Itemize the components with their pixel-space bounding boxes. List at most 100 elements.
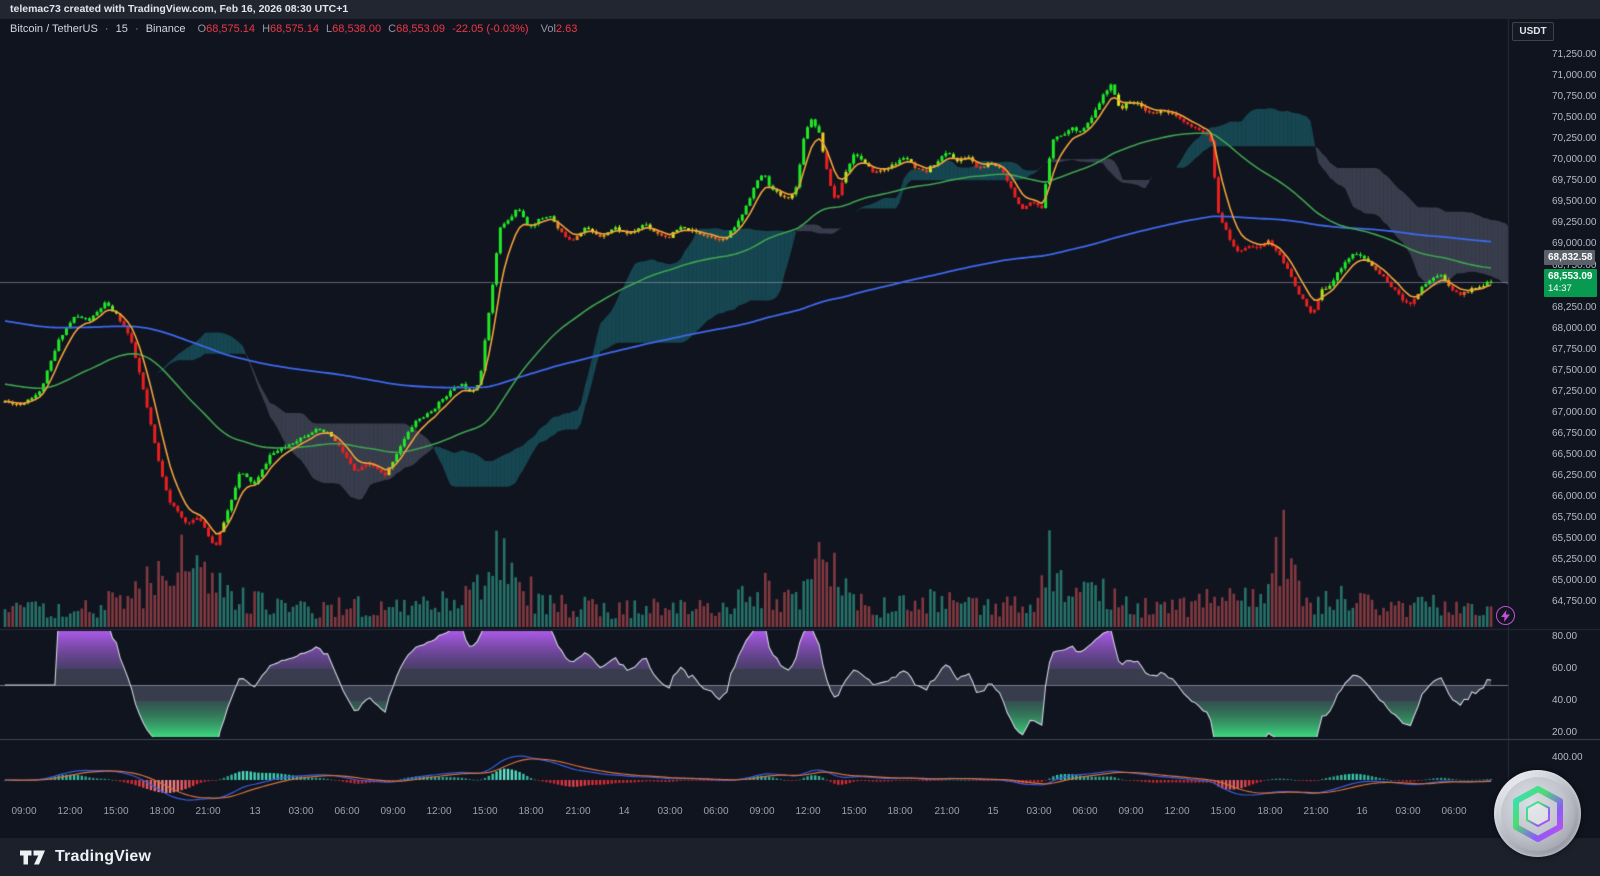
axis-tick-label: 70,000.00 xyxy=(1552,154,1597,165)
time-tick-label: 09:00 xyxy=(380,806,406,817)
time-tick-label: 12:00 xyxy=(57,806,83,817)
last-price-badge: 68,553.09 14:37 xyxy=(1544,269,1597,297)
symbol-interval[interactable]: 15 xyxy=(115,23,128,35)
axis-tick-label: 68,000.00 xyxy=(1552,323,1597,334)
axis-tick-label: 69,500.00 xyxy=(1552,196,1597,207)
boost-lightning-button[interactable] xyxy=(1496,606,1515,625)
time-tick-label: 18:00 xyxy=(887,806,913,817)
coin-logo-face xyxy=(1500,776,1575,851)
time-tick-label: 03:00 xyxy=(1026,806,1052,817)
candle-countdown: 14:37 xyxy=(1548,283,1572,294)
time-tick-label: 15 xyxy=(987,806,999,817)
time-tick-label: 15:00 xyxy=(841,806,867,817)
axis-tick-label: 66,750.00 xyxy=(1552,428,1597,439)
axis-tick-label: 70,250.00 xyxy=(1552,133,1597,144)
axis-tick-label: 65,000.00 xyxy=(1552,575,1597,586)
axis-tick-label: 67,750.00 xyxy=(1552,344,1597,355)
time-tick-label: 06:00 xyxy=(703,806,729,817)
axis-tick-label: 67,250.00 xyxy=(1552,386,1597,397)
axis-tick-label: 69,750.00 xyxy=(1552,175,1597,186)
axis-tick-label: 60.00 xyxy=(1552,663,1578,674)
axis-tick-label: 71,250.00 xyxy=(1552,49,1597,60)
axis-tick-label: 68,750.00 xyxy=(1552,260,1597,271)
low-label: L xyxy=(326,23,333,35)
axis-tick-label: 80.00 xyxy=(1552,631,1578,642)
time-axis[interactable]: 09:00 12:00 15:00 18:00 21:00 13 03:00 06:00 09:… xyxy=(0,802,1508,828)
axis-tick-label: 67,500.00 xyxy=(1552,365,1597,376)
open-label: O xyxy=(197,23,207,35)
axis-tick-label: 40.00 xyxy=(1552,695,1578,706)
time-tick-label: 21:00 xyxy=(565,806,591,817)
symbol-pair[interactable]: Bitcoin / TetherUS xyxy=(10,23,98,35)
symbol-info-bar[interactable]: Bitcoin / TetherUS · 15 · Binance O68,57… xyxy=(10,23,577,35)
currency-toggle-button[interactable]: USDT xyxy=(1512,22,1554,41)
time-tick-label: 06:00 xyxy=(1072,806,1098,817)
symbol-exchange: Binance xyxy=(145,23,186,35)
chart-canvas[interactable] xyxy=(0,0,1600,838)
time-tick-label: 13 xyxy=(249,806,261,817)
footer-bar: TradingView xyxy=(0,838,1600,876)
tradingview-logo[interactable]: TradingView xyxy=(20,848,151,866)
axis-tick-label: 64,750.00 xyxy=(1552,596,1597,607)
time-tick-label: 12:00 xyxy=(795,806,821,817)
time-tick-label: 21:00 xyxy=(934,806,960,817)
axis-tick-label: 69,250.00 xyxy=(1552,217,1597,228)
time-tick-label: 09:00 xyxy=(1118,806,1144,817)
change-value: -22.05 (-0.03%) xyxy=(452,23,529,35)
time-tick-label: 21:00 xyxy=(195,806,221,817)
volume-value: 2.63 xyxy=(555,23,578,35)
axis-tick-label: 65,500.00 xyxy=(1552,533,1597,544)
axis-tick-label: 400.00 xyxy=(1552,752,1583,763)
time-tick-label: 18:00 xyxy=(518,806,544,817)
lightning-icon xyxy=(1501,609,1510,622)
separator-dot: · xyxy=(134,23,139,35)
close-label: C xyxy=(388,23,397,35)
volume-label: Vol xyxy=(540,23,556,35)
time-tick-label: 15:00 xyxy=(1210,806,1236,817)
tradingview-logo-text: TradingView xyxy=(55,848,152,865)
time-tick-label: 15:00 xyxy=(103,806,129,817)
time-tick-label: 03:00 xyxy=(288,806,314,817)
time-tick-label: 09:00 xyxy=(749,806,775,817)
separator-dot: · xyxy=(104,23,109,35)
close-value: 68,553.09 xyxy=(396,23,446,35)
axis-tick-label: 70,500.00 xyxy=(1552,112,1597,123)
time-tick-label: 03:00 xyxy=(657,806,683,817)
axis-tick-label: 70,750.00 xyxy=(1552,91,1597,102)
time-tick-label: 15:00 xyxy=(472,806,498,817)
ma-value-badge: 68,832.58 xyxy=(1544,250,1595,265)
attribution-text: telemac73 created with TradingView.com, … xyxy=(10,3,349,15)
high-value: 68,575.14 xyxy=(270,23,319,35)
axis-tick-label: 65,250.00 xyxy=(1552,554,1597,565)
time-tick-label: 12:00 xyxy=(1164,806,1190,817)
time-tick-label: 16 xyxy=(1356,806,1368,817)
axis-tick-label: 68,250.00 xyxy=(1552,302,1597,313)
attribution-bar: telemac73 created with TradingView.com, … xyxy=(0,0,1600,19)
axis-tick-label: 67,000.00 xyxy=(1552,407,1597,418)
axis-tick-label: 20.00 xyxy=(1552,727,1578,738)
time-tick-label: 03:00 xyxy=(1395,806,1421,817)
axis-tick-label: 69,000.00 xyxy=(1552,238,1597,249)
time-tick-label: 09:00 xyxy=(11,806,37,817)
time-tick-label: 06:00 xyxy=(1441,806,1467,817)
low-value: 68,538.00 xyxy=(332,23,382,35)
time-tick-label: 18:00 xyxy=(1257,806,1283,817)
axis-tick-label: 71,000.00 xyxy=(1552,70,1597,81)
hexagon-gem-icon xyxy=(1512,785,1563,842)
price-axis[interactable]: 71,250.00 71,000.00 70,750.00 70,500.00 70,2… xyxy=(1508,0,1600,838)
tradingview-icon xyxy=(20,850,45,864)
last-price-value: 68,553.09 xyxy=(1548,271,1593,282)
coin-logo xyxy=(1494,770,1581,857)
time-tick-label: 18:00 xyxy=(149,806,175,817)
axis-tick-label: 65,750.00 xyxy=(1552,512,1597,523)
high-label: H xyxy=(262,23,271,35)
open-value: 68,575.14 xyxy=(206,23,256,35)
time-tick-label: 21:00 xyxy=(1303,806,1329,817)
time-tick-label: 14 xyxy=(618,806,630,817)
time-tick-label: 06:00 xyxy=(334,806,360,817)
axis-tick-label: 66,500.00 xyxy=(1552,449,1597,460)
time-tick-label: 12:00 xyxy=(426,806,452,817)
axis-tick-label: 66,000.00 xyxy=(1552,491,1597,502)
axis-tick-label: 66,250.00 xyxy=(1552,470,1597,481)
